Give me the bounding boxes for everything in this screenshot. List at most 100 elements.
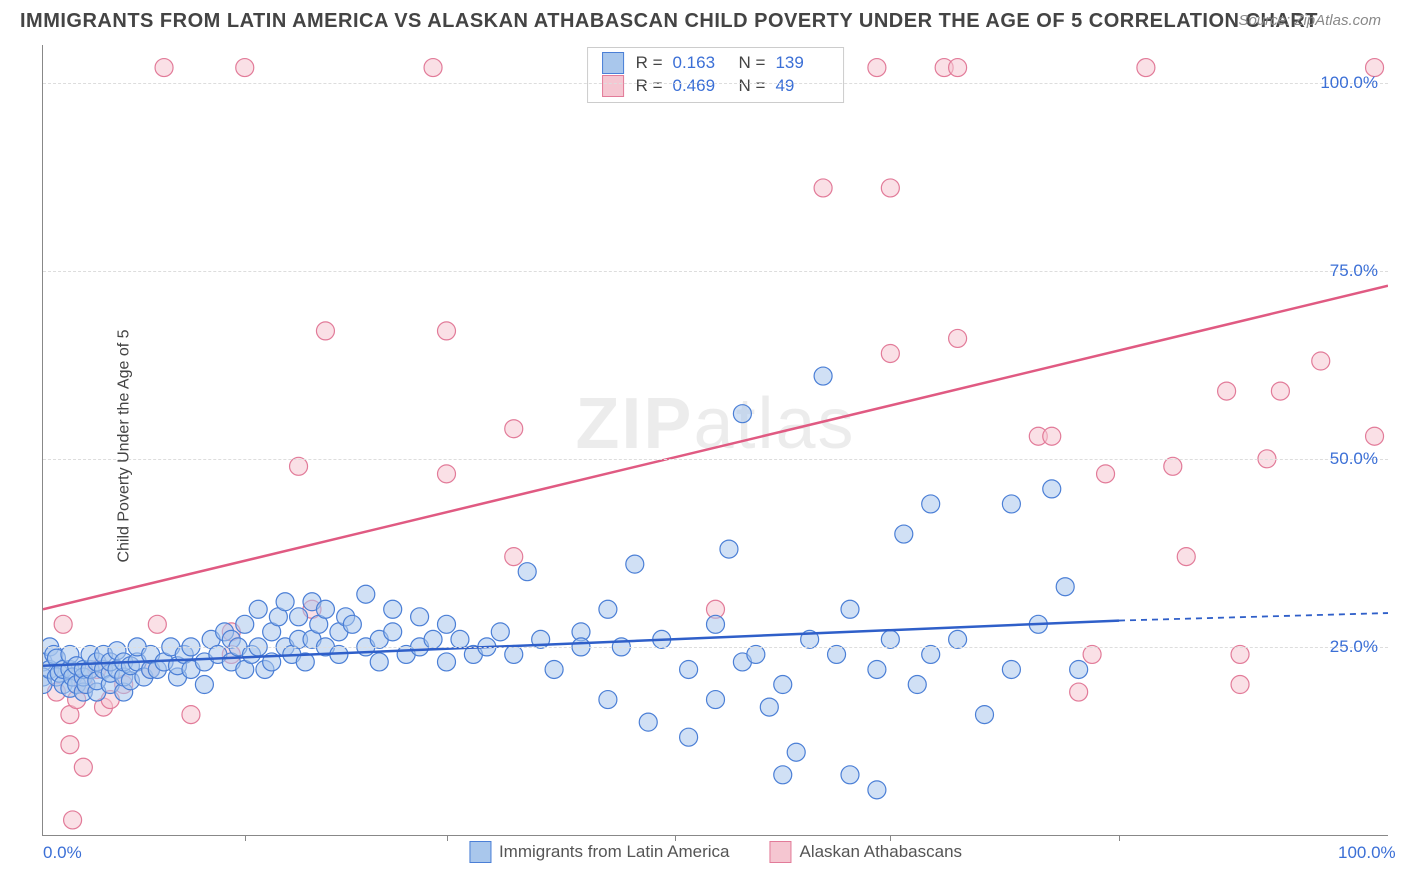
scatter-point bbox=[1231, 676, 1249, 694]
scatter-point bbox=[1366, 427, 1384, 445]
scatter-point bbox=[599, 691, 617, 709]
scatter-point bbox=[881, 630, 899, 648]
scatter-point bbox=[707, 615, 725, 633]
scatter-point bbox=[424, 59, 442, 77]
scatter-point bbox=[276, 593, 294, 611]
y-tick-label: 100.0% bbox=[1320, 73, 1378, 93]
scatter-point bbox=[438, 465, 456, 483]
scatter-point bbox=[451, 630, 469, 648]
x-tick-mark bbox=[447, 835, 448, 841]
scatter-point bbox=[814, 367, 832, 385]
scatter-point bbox=[148, 615, 166, 633]
stats-legend-box: R = 0.163 N = 139 R = 0.469 N = 49 bbox=[587, 47, 845, 103]
scatter-point bbox=[411, 608, 429, 626]
scatter-point bbox=[505, 645, 523, 663]
gridline bbox=[43, 83, 1388, 84]
scatter-point bbox=[774, 766, 792, 784]
scatter-point bbox=[1056, 578, 1074, 596]
scatter-point bbox=[518, 563, 536, 581]
scatter-point bbox=[491, 623, 509, 641]
scatter-point bbox=[384, 623, 402, 641]
legend-bottom: Immigrants from Latin America Alaskan At… bbox=[469, 841, 962, 863]
scatter-point bbox=[1070, 660, 1088, 678]
scatter-point bbox=[922, 645, 940, 663]
r-label-2: R = bbox=[636, 75, 663, 98]
scatter-point bbox=[1043, 480, 1061, 498]
scatter-point bbox=[1097, 465, 1115, 483]
scatter-point bbox=[949, 59, 967, 77]
chart-title: IMMIGRANTS FROM LATIN AMERICA VS ALASKAN… bbox=[20, 10, 1318, 33]
pink-swatch-icon bbox=[769, 841, 791, 863]
y-tick-label: 75.0% bbox=[1330, 261, 1378, 281]
n-value-2: 49 bbox=[775, 75, 829, 98]
scatter-point bbox=[1043, 427, 1061, 445]
scatter-point bbox=[922, 495, 940, 513]
scatter-point bbox=[868, 59, 886, 77]
scatter-point bbox=[290, 608, 308, 626]
scatter-point bbox=[1231, 645, 1249, 663]
scatter-point bbox=[236, 59, 254, 77]
scatter-point bbox=[64, 811, 82, 829]
scatter-point bbox=[316, 600, 334, 618]
scatter-point bbox=[195, 676, 213, 694]
scatter-point bbox=[626, 555, 644, 573]
scatter-point bbox=[868, 660, 886, 678]
r-value-2: 0.469 bbox=[673, 75, 727, 98]
scatter-point bbox=[438, 322, 456, 340]
gridline bbox=[43, 271, 1388, 272]
scatter-point bbox=[707, 691, 725, 709]
scatter-point bbox=[1137, 59, 1155, 77]
scatter-point bbox=[1002, 660, 1020, 678]
scatter-point bbox=[774, 676, 792, 694]
scatter-point bbox=[438, 615, 456, 633]
scatter-point bbox=[1218, 382, 1236, 400]
n-label: N = bbox=[739, 52, 766, 75]
scatter-point bbox=[505, 548, 523, 566]
scatter-point bbox=[760, 698, 778, 716]
scatter-point bbox=[1177, 548, 1195, 566]
blue-swatch-icon bbox=[469, 841, 491, 863]
scatter-point bbox=[1083, 645, 1101, 663]
scatter-point bbox=[61, 736, 79, 754]
scatter-point bbox=[787, 743, 805, 761]
scatter-point bbox=[868, 781, 886, 799]
scatter-point bbox=[74, 758, 92, 776]
x-tick-mark bbox=[245, 835, 246, 841]
gridline bbox=[43, 459, 1388, 460]
scatter-point bbox=[881, 344, 899, 362]
legend-label-1: Immigrants from Latin America bbox=[499, 842, 730, 862]
legend-item-2: Alaskan Athabascans bbox=[769, 841, 962, 863]
scatter-point bbox=[236, 615, 254, 633]
blue-swatch-icon bbox=[602, 52, 624, 74]
pink-swatch-icon bbox=[602, 75, 624, 97]
scatter-point bbox=[505, 420, 523, 438]
scatter-point bbox=[1164, 457, 1182, 475]
stats-row-series2: R = 0.469 N = 49 bbox=[602, 75, 830, 98]
scatter-point bbox=[357, 585, 375, 603]
scatter-point bbox=[828, 645, 846, 663]
trend-line-blue-dashed bbox=[1119, 613, 1388, 621]
scatter-point bbox=[1002, 495, 1020, 513]
x-tick-mark bbox=[675, 835, 676, 841]
scatter-point bbox=[976, 706, 994, 724]
scatter-point bbox=[720, 540, 738, 558]
scatter-point bbox=[895, 525, 913, 543]
legend-label-2: Alaskan Athabascans bbox=[799, 842, 962, 862]
scatter-point bbox=[841, 600, 859, 618]
scatter-point bbox=[639, 713, 657, 731]
scatter-point bbox=[438, 653, 456, 671]
scatter-point bbox=[54, 615, 72, 633]
scatter-point bbox=[949, 630, 967, 648]
legend-item-1: Immigrants from Latin America bbox=[469, 841, 730, 863]
scatter-point bbox=[680, 660, 698, 678]
scatter-point bbox=[841, 766, 859, 784]
scatter-point bbox=[155, 59, 173, 77]
scatter-point bbox=[814, 179, 832, 197]
scatter-point bbox=[290, 457, 308, 475]
x-tick-mark bbox=[1119, 835, 1120, 841]
scatter-point bbox=[249, 600, 267, 618]
x-tick-mark bbox=[890, 835, 891, 841]
scatter-point bbox=[370, 653, 388, 671]
gridline bbox=[43, 647, 1388, 648]
scatter-point bbox=[1312, 352, 1330, 370]
